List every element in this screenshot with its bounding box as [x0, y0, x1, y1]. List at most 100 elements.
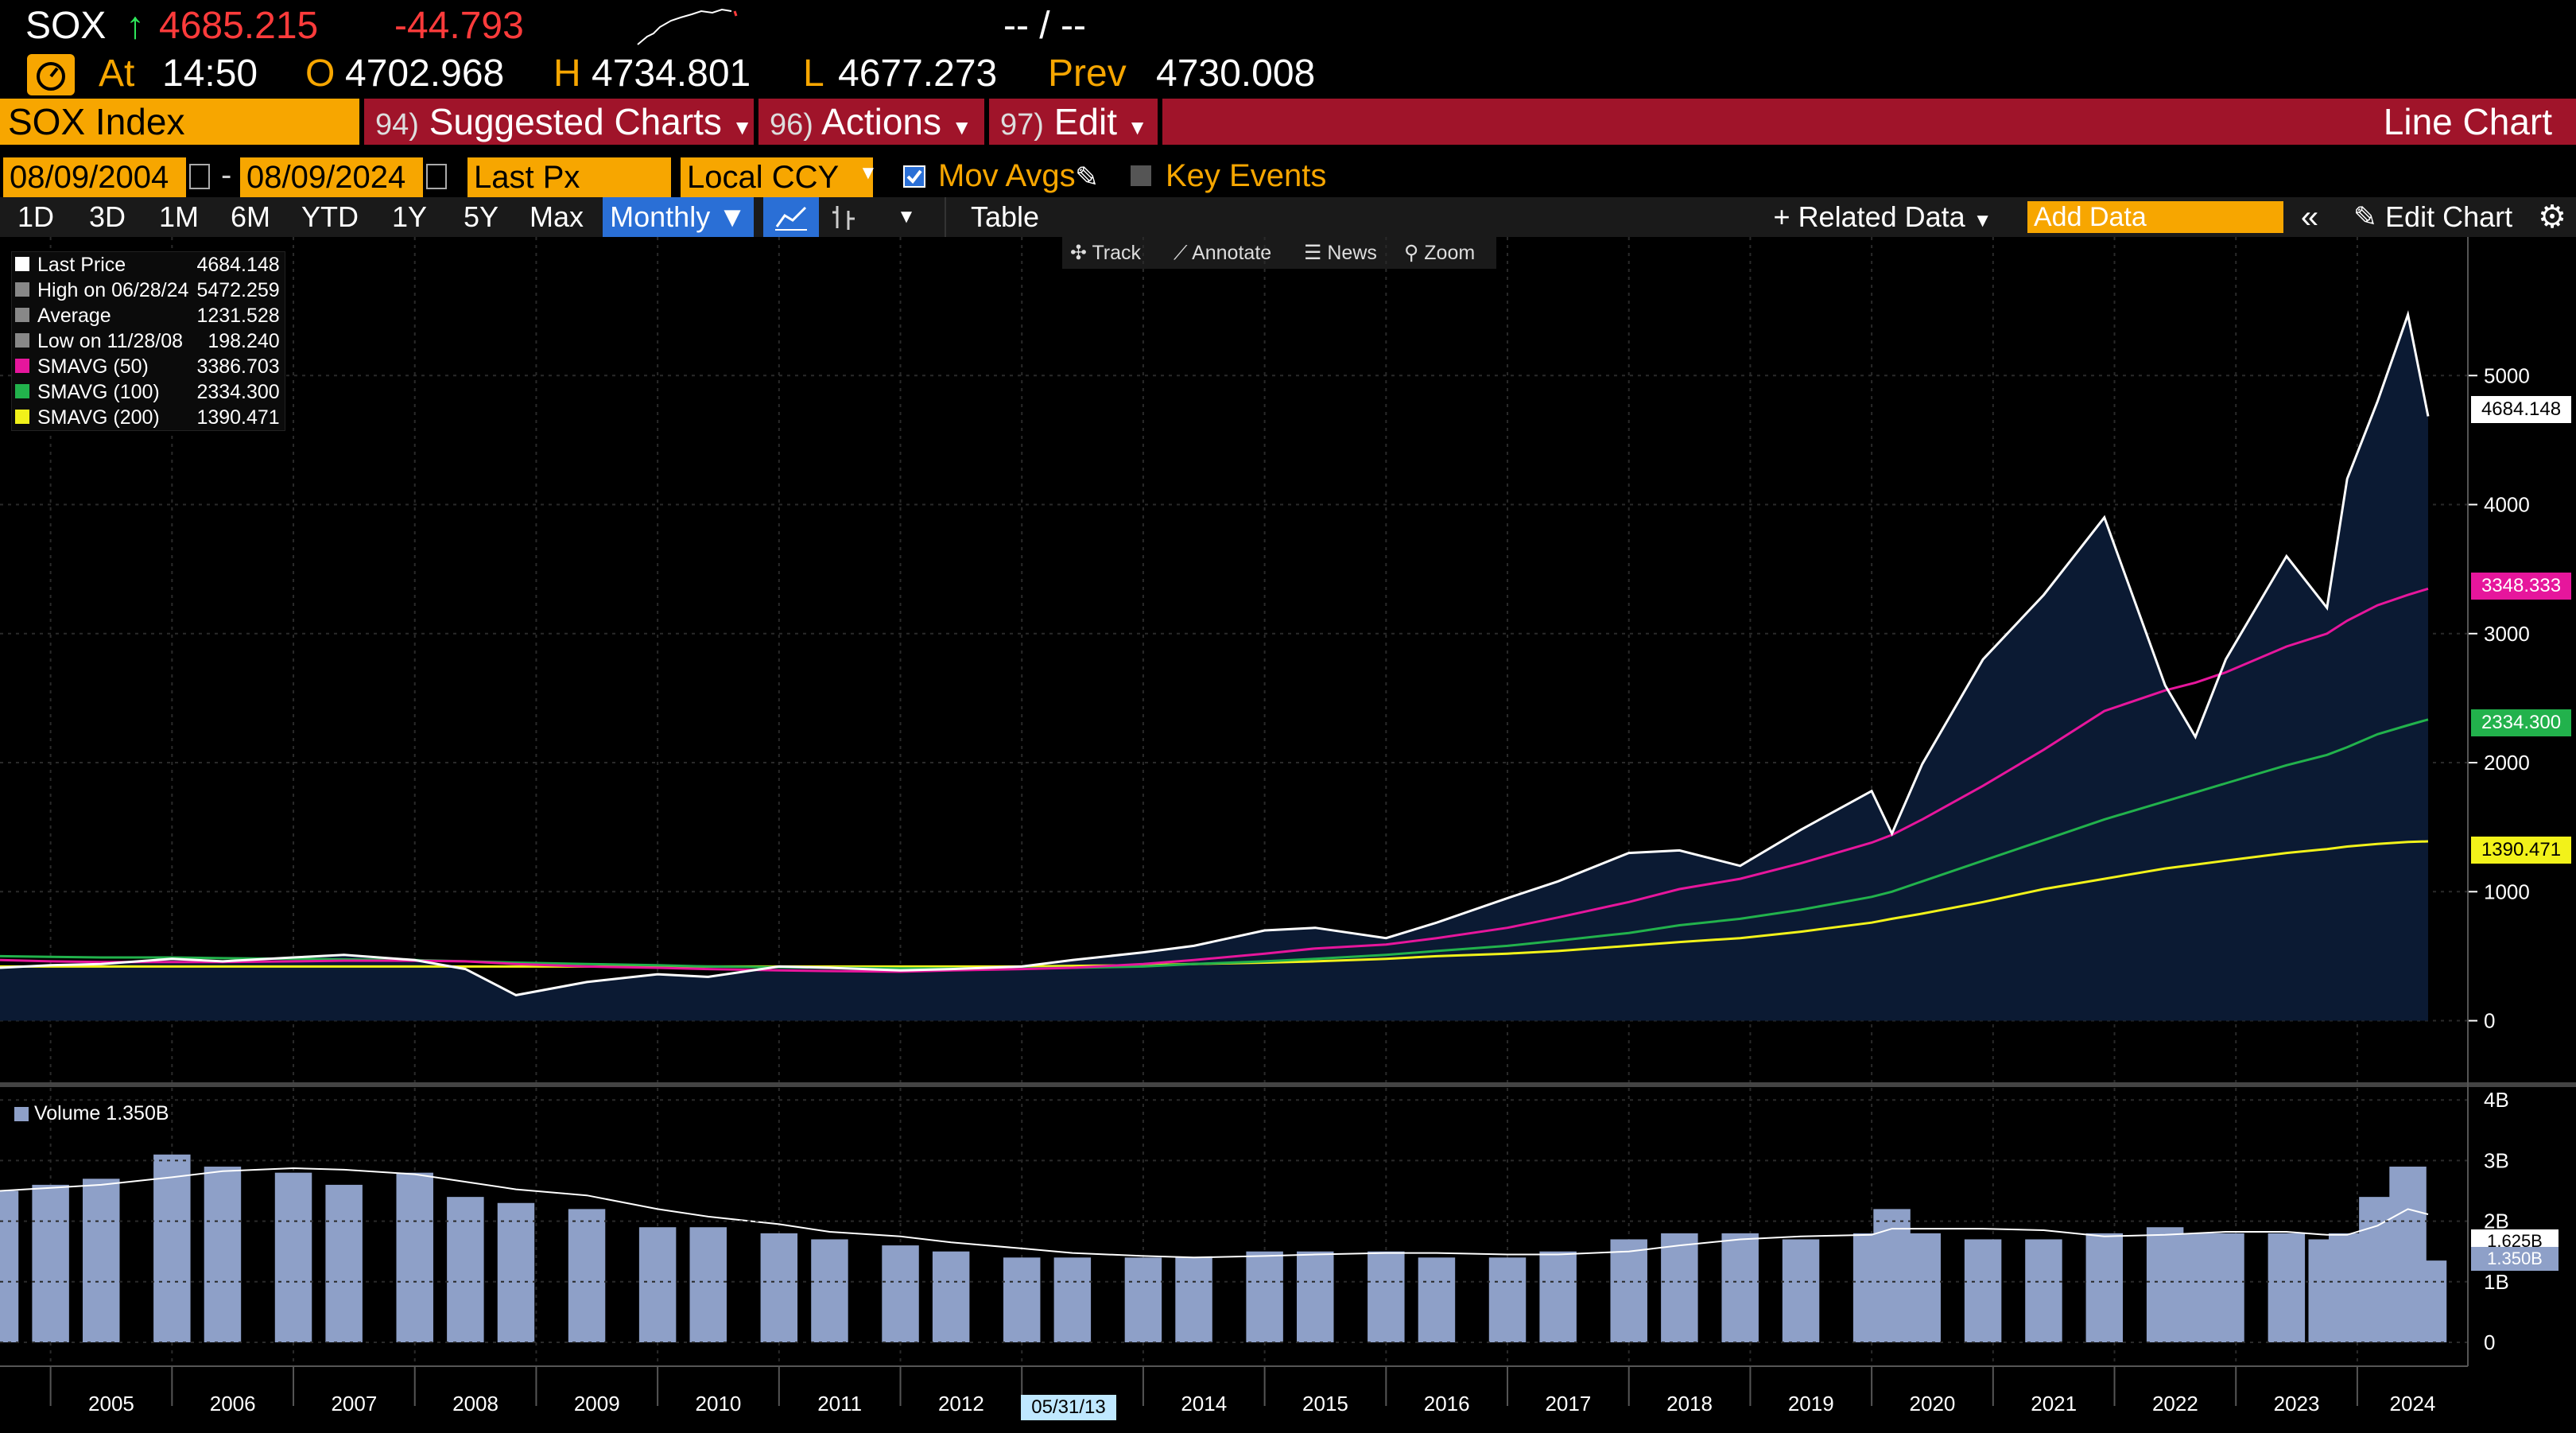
annotate-tool[interactable]: ⟋ Annotate	[1174, 242, 1272, 264]
volume-bar	[689, 1227, 727, 1342]
y-tick-label: 1000	[2484, 880, 2530, 903]
volume-bar	[568, 1209, 606, 1342]
mov-avgs-label[interactable]: Mov Avgs	[938, 158, 1076, 193]
key-events-checkbox[interactable]	[1131, 165, 1151, 186]
legend-swatch	[12, 278, 34, 303]
edit-menu[interactable]: 97) Edit ▼	[989, 99, 1158, 145]
volume-bar	[1053, 1257, 1092, 1342]
related-data-menu[interactable]: + Related Data ▼	[1763, 197, 2002, 237]
price-axis: 0 1000 2000 3000 4000 5000	[2468, 363, 2530, 1033]
key-events-label[interactable]: Key Events	[1166, 158, 1327, 193]
table-button[interactable]: Table	[945, 197, 1064, 237]
volume-bar	[1610, 1239, 1647, 1342]
x-tick-label: 2024	[2390, 1392, 2436, 1416]
period-5y[interactable]: 5Y	[463, 200, 499, 233]
gear-icon[interactable]: ⚙	[2538, 200, 2566, 235]
volume-legend: Volume 1.350B	[14, 1102, 169, 1125]
bar-chart-icon[interactable]	[824, 197, 863, 237]
calendar-icon[interactable]	[426, 164, 447, 189]
x-tick-label: 2017	[1545, 1392, 1591, 1416]
legend-row: SMAVG (200) 1390.471	[12, 405, 285, 430]
dropdown-icon[interactable]: ▼	[859, 162, 878, 184]
menu-number: 94)	[375, 108, 419, 142]
volume-bar	[0, 1190, 19, 1342]
mov-avgs-checkbox[interactable]	[903, 165, 925, 188]
period-max[interactable]: Max	[529, 200, 584, 233]
security-field[interactable]: SOX Index	[0, 99, 359, 145]
related-data-label: Related Data	[1798, 200, 1965, 233]
chart-legend: Last Price 4684.148 High on 06/28/24 5472.2…	[11, 251, 285, 431]
calendar-icon[interactable]	[189, 164, 210, 189]
collapse-icon[interactable]: «	[2300, 200, 2319, 235]
legend-value: 1390.471	[196, 406, 280, 429]
volume-label: Volume	[33, 1102, 101, 1124]
y-tick-label: 4000	[2484, 493, 2530, 517]
legend-label: Low on 11/28/08	[37, 330, 184, 352]
period-ytd[interactable]: YTD	[301, 200, 359, 233]
dropdown-icon: ▼	[951, 115, 972, 139]
x-tick-label: 2009	[574, 1392, 620, 1416]
volume-bar	[1721, 1233, 1759, 1342]
period-6m[interactable]: 6M	[230, 200, 270, 233]
x-tick-label: 2015	[1302, 1392, 1348, 1416]
menu-label: Suggested Charts	[429, 101, 722, 142]
period-1y[interactable]: 1Y	[391, 200, 428, 233]
ohlc-bar: At 14:50 O 4702.968 H 4734.801 L 4677.27…	[0, 49, 2576, 99]
period-1d[interactable]: 1D	[17, 200, 55, 233]
price-volume-chart[interactable]: 0 1000 2000 3000 4000 5000 0 1B 2B 3B 4B 2005 2006…	[0, 237, 2576, 1433]
currency-select[interactable]: Local CCY	[681, 157, 873, 197]
zoom-tool[interactable]: ⚲ Zoom	[1404, 242, 1476, 264]
cursor-date-tag: 05/31/13	[1021, 1395, 1116, 1420]
period-1m[interactable]: 1M	[158, 200, 199, 233]
edit-chart-button[interactable]: ✎ Edit Chart	[2337, 197, 2528, 237]
volume-bar	[1124, 1257, 1162, 1342]
zoom-label: Zoom	[1424, 242, 1476, 264]
speedometer-icon[interactable]	[27, 54, 75, 95]
prev-value: 4730.008	[1156, 52, 1316, 95]
annotate-label: Annotate	[1192, 242, 1272, 264]
end-date-input[interactable]: 08/09/2024	[240, 157, 423, 197]
volume-axis: 0 1B 2B 3B 4B	[0, 1088, 2509, 1354]
y-tick-label: 2000	[2484, 751, 2530, 775]
legend-row: Low on 11/28/08 198.240	[12, 328, 285, 354]
volume-bar	[2207, 1233, 2244, 1342]
actions-menu[interactable]: 96) Actions ▼	[758, 99, 984, 145]
news-tool[interactable]: ☰ News	[1304, 242, 1377, 264]
menu-bar: SOX Index 94) Suggested Charts ▼ 96) Act…	[0, 99, 2576, 145]
volume-bar	[153, 1154, 191, 1342]
track-tool[interactable]: ✣ Track	[1070, 242, 1142, 264]
dropdown-icon[interactable]: ▼	[897, 206, 916, 227]
volume-bar	[1418, 1257, 1456, 1342]
dropdown-icon: ▼	[1973, 210, 1992, 231]
date-separator: -	[221, 157, 232, 192]
volume-bar	[325, 1184, 363, 1342]
price-area-fill	[0, 314, 2428, 1021]
volume-bar	[274, 1172, 312, 1342]
sma200-tag: 1390.471	[2471, 837, 2571, 864]
pencil-icon[interactable]: ✎	[1075, 161, 1100, 193]
start-date-input[interactable]: 08/09/2004	[3, 157, 186, 197]
volume-bar	[1368, 1251, 1405, 1342]
legend-row: SMAVG (50) 3386.703	[12, 354, 285, 379]
volume-tick-label: 3B	[2484, 1148, 2509, 1172]
open-value: 4702.968	[345, 52, 505, 95]
legend-value: 198.240	[208, 330, 280, 352]
volume-swatch	[14, 1107, 29, 1122]
frequency-select[interactable]: Monthly ▼	[603, 197, 754, 237]
add-data-input[interactable]: Add Data	[2027, 201, 2283, 233]
net-change: -44.793	[394, 5, 524, 47]
plus-icon: +	[1773, 200, 1790, 233]
x-tick-label: 2006	[210, 1392, 256, 1416]
sma100-tag: 2334.300	[2471, 709, 2571, 736]
period-3d[interactable]: 3D	[88, 200, 126, 233]
x-tick-label: 2008	[452, 1392, 499, 1416]
dropdown-icon: ▼	[731, 115, 753, 139]
prev-label: Prev	[1048, 52, 1127, 95]
suggested-charts-menu[interactable]: 94) Suggested Charts ▼	[364, 99, 754, 145]
news-label: News	[1327, 242, 1377, 264]
line-chart-icon[interactable]	[763, 197, 819, 237]
high-label: H	[553, 52, 581, 95]
field-select[interactable]: Last Px	[467, 157, 671, 197]
volume-bar	[2085, 1233, 2124, 1342]
chart-tools: ✣ Track ⟋ Annotate ☰ News ⚲ Zoom	[1062, 237, 1496, 269]
